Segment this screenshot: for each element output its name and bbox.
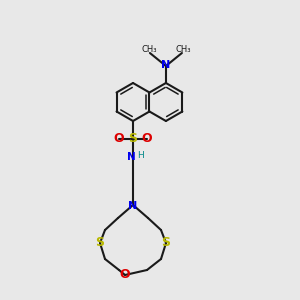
Text: H: H: [138, 152, 144, 160]
Text: CH₃: CH₃: [141, 44, 157, 53]
Text: S: S: [95, 236, 104, 250]
Text: N: N: [161, 60, 170, 70]
Text: CH₃: CH₃: [175, 44, 191, 53]
Text: O: O: [120, 268, 130, 281]
Text: N: N: [128, 201, 138, 211]
Text: S: S: [128, 133, 137, 146]
Text: S: S: [161, 236, 170, 250]
Text: O: O: [142, 133, 152, 146]
Text: O: O: [114, 133, 124, 146]
Text: N: N: [127, 152, 135, 162]
